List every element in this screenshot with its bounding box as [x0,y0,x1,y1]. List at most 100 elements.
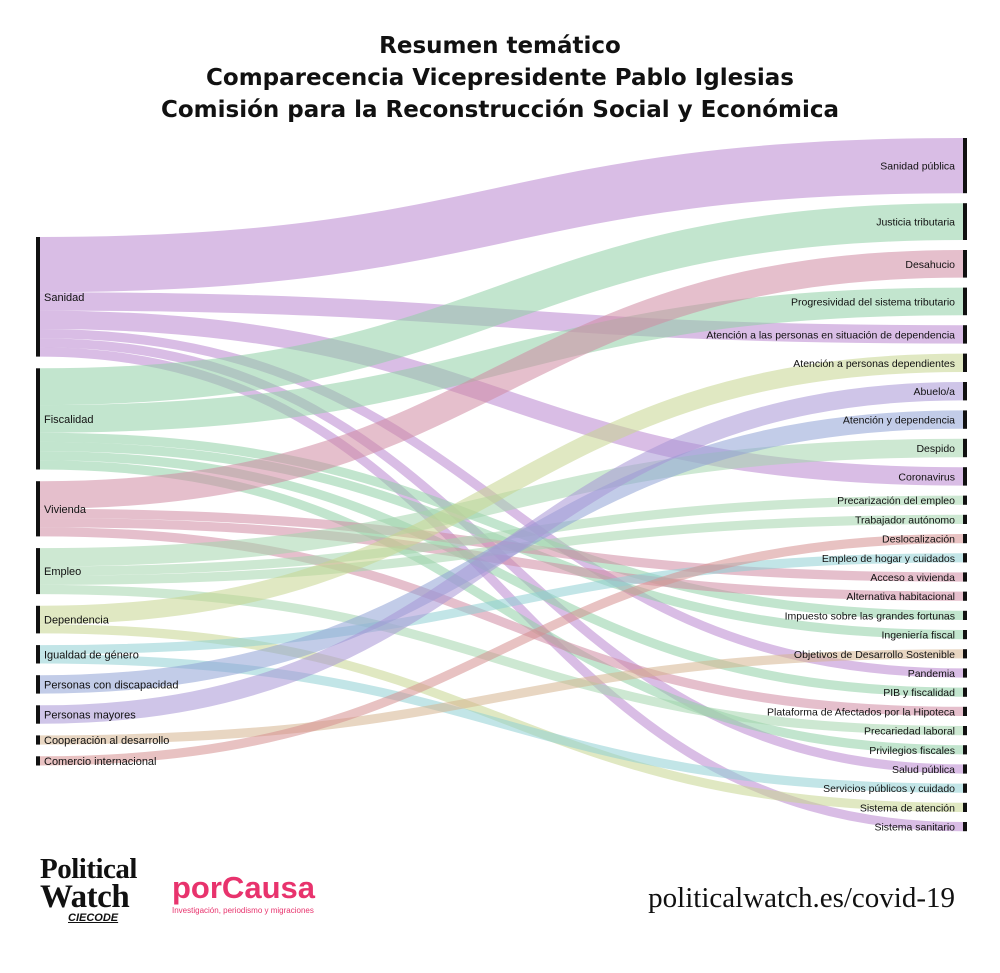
target-node-privilegios-fiscales [963,745,967,755]
target-label-sistema-sanitario: Sistema sanitario [874,822,955,834]
target-label-sanidad-publica: Sanidad pública [880,161,955,173]
target-label-pandemia: Pandemia [908,668,955,680]
source-node-personas-mayores [36,705,40,724]
target-node-ingenieria-fiscal [963,630,967,640]
logo-watch-text: Watch [40,879,130,915]
target-label-privilegios-fiscales: Privilegios fiscales [869,745,955,757]
target-label-despido: Despido [916,443,955,455]
source-label-comercio-internacional: Comercio internacional [44,756,157,768]
target-node-despido [963,438,967,458]
chart-title: Resumen temático Comparecencia Vicepresi… [0,30,1000,126]
link-sanidad-to-sanidad-publica [39,138,964,293]
link-cooperacion-al-desarrollo-to-objetivos-de-desarrollo-sostenible [39,649,964,745]
target-node-atencion-a-personas-dependientes [963,353,967,372]
link-layer [39,138,964,832]
logo-political-text: Political [40,853,137,885]
target-node-atencion-y-dependencia [963,410,967,429]
porcausa-logo: porCausa Investigación, periodismo y mig… [172,870,315,916]
title-line-3: Comisión para la Reconstrucción Social y… [160,97,840,123]
sankey-chart: Sanidad Fiscalidad Vivienda Empleo Dependenc… [36,138,967,834]
node-layer [36,138,967,832]
porcausa-name: porCausa [172,870,315,905]
target-label-deslocalizacion: Deslocalización [882,534,955,546]
target-node-progresividad-del-sistema-tributario [963,287,967,316]
source-label-fiscalidad: Fiscalidad [44,414,94,426]
target-label-abuelo-a: Abuelo/a [914,386,956,398]
source-node-igualdad-de-genero [36,645,40,664]
source-node-empleo [36,548,40,595]
link-empleo-to-despido [39,438,964,567]
target-node-impuesto-sobre-las-grandes-fortunas [963,610,967,620]
target-node-sistema-sanitario [963,822,967,832]
source-label-cooperacion-al-desarrollo: Cooperación al desarrollo [44,735,169,747]
porcausa-tagline: Investigación, periodismo y migraciones [172,906,314,915]
target-node-salud-publica [963,764,967,774]
link-dependencia-to-atencion-a-personas-dependientes [39,353,964,625]
target-label-plataforma-de-afectados-por-la-hipoteca: Plataforma de Afectados por la Hipoteca [767,706,955,718]
link-vivienda-to-desahucio [39,250,964,509]
target-node-abuelo-a [963,382,967,401]
logo-ciecode-text: CIECODE [68,912,119,924]
target-node-empleo-de-hogar-y-cuidados [963,553,967,563]
target-label-trabajador-autonomo: Trabajador autónomo [855,514,955,526]
source-label-sanidad: Sanidad [44,292,84,304]
target-node-trabajador-autonomo [963,514,967,524]
target-node-pandemia [963,668,967,678]
target-label-acceso-a-vivienda: Acceso a vivienda [870,572,955,584]
link-empleo-to-precarizacion-del-empleo [39,495,964,576]
source-node-sanidad [36,237,40,357]
target-label-salud-publica: Salud pública [892,764,955,776]
link-comercio-internacional-to-deslocalizacion [39,534,964,766]
target-label-empleo-de-hogar-y-cuidados: Empleo de hogar y cuidados [822,553,955,565]
source-label-empleo: Empleo [44,566,81,578]
target-label-desahucio: Desahucio [905,259,955,271]
target-node-alternativa-habitacional [963,591,967,601]
target-node-sistema-de-atencion [963,802,967,812]
title-line-1: Resumen temático [379,33,621,59]
target-label-objetivos-de-desarrollo-sostenible: Objetivos de Desarrollo Sostenible [794,649,955,661]
target-node-acceso-a-vivienda [963,572,967,582]
target-node-coronavirus [963,467,967,486]
target-label-impuesto-sobre-las-grandes-fortunas: Impuesto sobre las grandes fortunas [785,610,955,622]
target-node-precariedad-laboral [963,726,967,736]
source-label-vivienda: Vivienda [44,504,87,516]
link-fiscalidad-to-progresividad-del-sistema-tributario [39,287,964,433]
target-label-precariedad-laboral: Precariedad laboral [864,726,955,738]
target-node-plataforma-de-afectados-por-la-hipoteca [963,706,967,716]
source-node-vivienda [36,481,40,537]
title-line-2: Comparecencia Vicepresidente Pablo Igles… [206,65,794,91]
label-layer: Sanidad Fiscalidad Vivienda Empleo Dependenc… [44,161,955,834]
source-node-dependencia [36,605,40,634]
source-node-fiscalidad [36,368,40,470]
source-node-comercio-internacional [36,756,40,766]
target-label-justicia-tributaria: Justicia tributaria [876,217,955,229]
target-node-precarizacion-del-empleo [963,495,967,505]
footer-url: politicalwatch.es/covid-19 [648,882,955,914]
target-label-atencion-a-las-personas-en-situacion-de-dependencia: Atención a las personas en situación de … [706,329,955,341]
target-node-deslocalizacion [963,534,967,544]
link-sanidad-to-coronavirus [39,310,964,486]
source-node-personas-con-discapacidad [36,675,40,694]
target-node-justicia-tributaria [963,203,967,240]
target-label-coronavirus: Coronavirus [898,471,955,483]
target-label-pib-y-fiscalidad: PIB y fiscalidad [883,687,955,699]
source-label-personas-mayores: Personas mayores [44,710,136,722]
link-fiscalidad-to-ingenieria-fiscal [39,441,964,640]
target-node-pib-y-fiscalidad [963,687,967,697]
target-label-precarizacion-del-empleo: Precarización del empleo [837,495,955,507]
target-label-ingenieria-fiscal: Ingeniería fiscal [881,630,955,642]
target-label-servicios-publicos-y-cuidado: Servicios públicos y cuidado [823,783,955,795]
source-node-cooperacion-al-desarrollo [36,735,40,745]
target-label-progresividad-del-sistema-tributario: Progresividad del sistema tributario [791,296,955,308]
target-node-servicios-publicos-y-cuidado [963,783,967,793]
political-watch-logo: Political Watch CIECODE [40,855,160,925]
source-label-dependencia: Dependencia [44,615,110,627]
link-dependencia-to-sistema-de-atencion [39,624,964,812]
link-fiscalidad-to-justicia-tributaria [39,203,964,406]
target-node-objetivos-de-desarrollo-sostenible [963,649,967,659]
target-label-alternativa-habitacional: Alternativa habitacional [846,591,955,603]
target-label-atencion-a-personas-dependientes: Atención a personas dependientes [793,358,955,370]
target-node-desahucio [963,250,967,278]
target-node-sanidad-publica [963,138,967,194]
link-fiscalidad-to-impuesto-sobre-las-grandes-fortunas [39,432,964,620]
